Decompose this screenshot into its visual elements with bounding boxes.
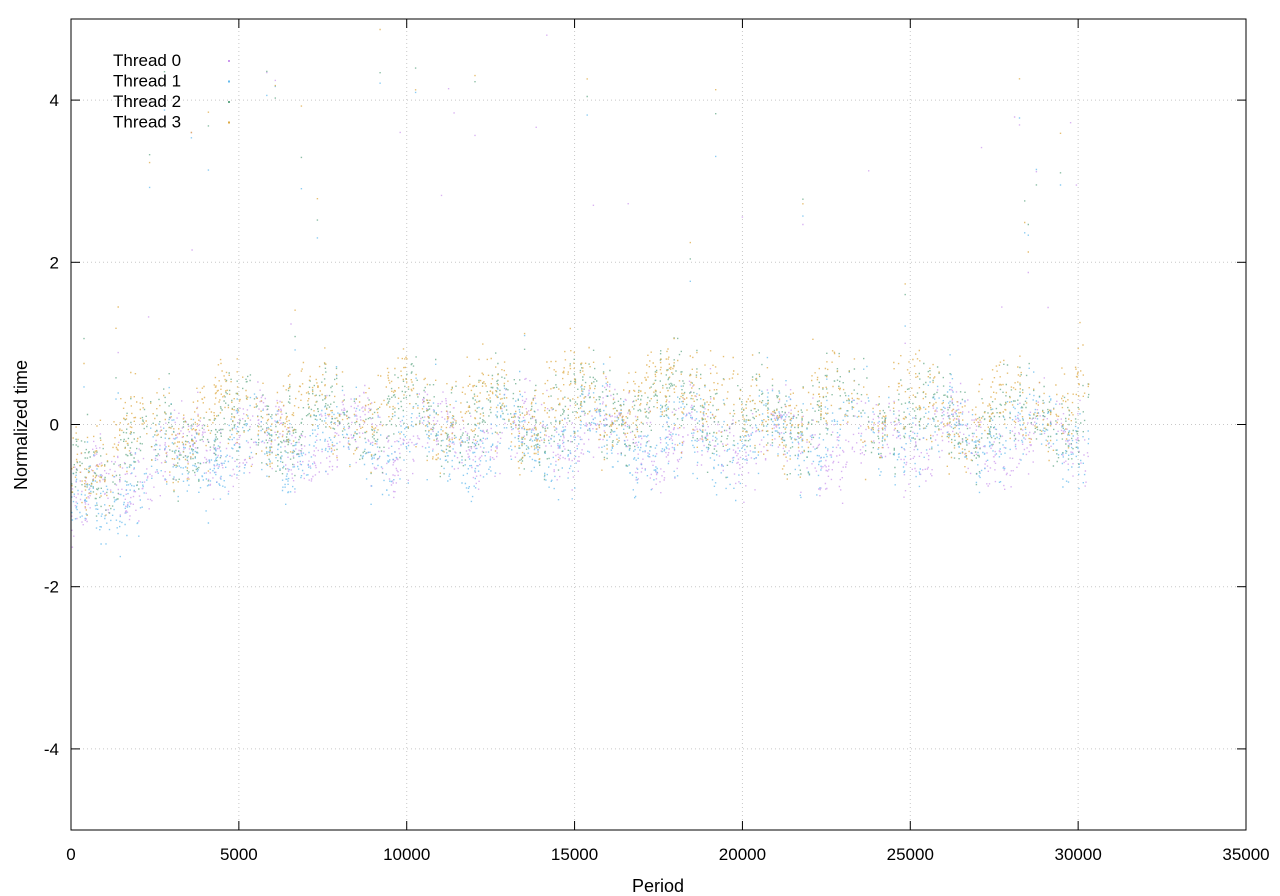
- legend-entry-label: Thread 0: [113, 51, 181, 70]
- axis-ticks: [70, 19, 1247, 830]
- legend-entry-marker: [228, 121, 230, 124]
- legend-entry-label: Thread 3: [113, 113, 181, 132]
- tick-labels: 0 5000 10000 15000 20000 25000 30000 35000 -4 -2 0…: [44, 91, 1270, 864]
- y-axis-label: Normalized time: [11, 360, 31, 490]
- legend-entry-marker: [228, 101, 230, 103]
- y-tick-label: 2: [50, 253, 59, 272]
- x-tick-label: 30000: [1055, 845, 1102, 864]
- y-tick-label: 0: [50, 416, 59, 435]
- x-tick-label: 10000: [383, 845, 430, 864]
- x-tick-label: 35000: [1222, 845, 1269, 864]
- legend-entry-label: Thread 2: [113, 92, 181, 111]
- y-tick-label: -2: [44, 578, 59, 597]
- x-tick-label: 0: [66, 845, 75, 864]
- y-tick-label: 4: [50, 91, 59, 110]
- x-tick-label: 5000: [220, 845, 258, 864]
- legend-entry-marker: [228, 60, 230, 62]
- x-tick-label: 25000: [887, 845, 934, 864]
- y-tick-label: -4: [44, 740, 59, 759]
- x-tick-label: 20000: [719, 845, 766, 864]
- legend-entry-marker: [228, 80, 230, 83]
- x-axis-label: Period: [632, 876, 684, 896]
- x-tick-label: 15000: [551, 845, 598, 864]
- legend-entry-label: Thread 1: [113, 72, 181, 91]
